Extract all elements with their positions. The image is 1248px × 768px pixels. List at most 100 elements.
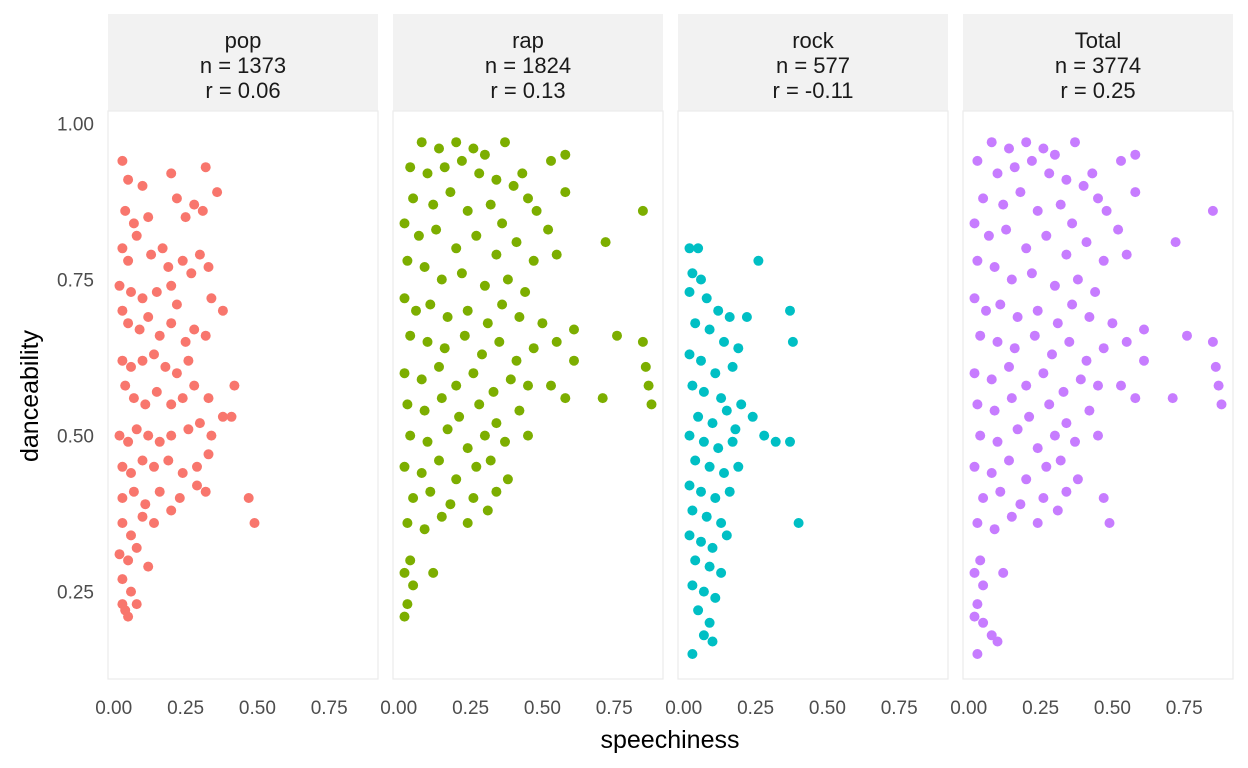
scatter-point xyxy=(1121,336,1132,347)
scatter-point xyxy=(399,461,410,472)
scatter-point xyxy=(1067,218,1078,229)
scatter-point xyxy=(416,374,427,385)
x-axes: 0.00 0.25 0.50 0.75 0.00 0.25 0.50 0.75 0.00 0.25… xyxy=(95,698,1202,719)
scatter-point xyxy=(468,493,479,503)
scatter-point xyxy=(719,468,729,478)
x-tick-label: 0.75 xyxy=(311,698,348,719)
facet-strip xyxy=(678,14,948,111)
scatter-point xyxy=(177,468,188,478)
facet-title: rock xyxy=(792,28,835,53)
scatter-point xyxy=(989,405,1000,416)
scatter-point xyxy=(995,299,1006,310)
scatter-point xyxy=(989,524,1000,535)
scatter-point xyxy=(117,305,128,316)
scatter-point xyxy=(171,368,182,379)
scatter-point xyxy=(684,430,695,441)
scatter-point xyxy=(200,162,211,173)
scatter-point xyxy=(537,318,548,329)
x-tick-label: 0.25 xyxy=(1022,698,1059,719)
scatter-point xyxy=(434,455,444,466)
scatter-point xyxy=(479,430,490,441)
scatter-point xyxy=(137,180,148,191)
scatter-point xyxy=(134,324,145,335)
scatter-point xyxy=(1029,330,1040,341)
facet-n-label: n = 3774 xyxy=(1055,53,1141,78)
scatter-point xyxy=(120,205,131,216)
scatter-point xyxy=(402,599,413,610)
scatter-point xyxy=(560,393,571,404)
scatter-point xyxy=(399,368,410,379)
facet-n-label: n = 1373 xyxy=(200,53,286,78)
scatter-point xyxy=(1061,486,1072,497)
scatter-point xyxy=(696,486,706,497)
scatter-point xyxy=(969,218,980,229)
scatter-point xyxy=(975,555,986,566)
scatter-point xyxy=(459,330,470,341)
scatter-point xyxy=(479,149,490,160)
scatter-point xyxy=(151,287,162,297)
panel-border xyxy=(962,110,1234,680)
scatter-point xyxy=(123,174,134,185)
scatter-point xyxy=(787,336,798,347)
scatter-point xyxy=(707,542,718,553)
scatter-point xyxy=(477,349,487,360)
y-tick-label: 1.00 xyxy=(57,115,94,136)
scatter-point xyxy=(166,280,177,291)
scatter-point xyxy=(969,567,980,578)
scatter-point xyxy=(471,461,482,472)
scatter-point xyxy=(1213,380,1224,391)
scatter-point xyxy=(543,224,554,235)
panel-border xyxy=(677,110,949,680)
scatter-point xyxy=(166,430,177,441)
scatter-point xyxy=(1052,505,1063,516)
x-tick-label: 0.25 xyxy=(167,698,204,719)
scatter-point xyxy=(120,605,131,616)
scatter-point xyxy=(434,361,444,372)
scatter-point xyxy=(163,262,174,272)
scatter-points xyxy=(684,243,804,659)
scatter-point xyxy=(128,486,139,497)
scatter-point xyxy=(166,399,177,410)
scatter-point xyxy=(1070,436,1080,447)
scatter-point xyxy=(249,518,260,528)
scatter-point xyxy=(1049,280,1060,291)
scatter-point xyxy=(1067,299,1078,310)
scatter-point xyxy=(177,393,188,404)
scatter-point xyxy=(716,567,727,578)
scatter-point xyxy=(707,636,718,647)
scatter-point xyxy=(517,168,528,179)
scatter-point xyxy=(1004,455,1014,466)
scatter-point xyxy=(992,336,1003,347)
scatter-point xyxy=(690,318,701,329)
scatter-point xyxy=(114,430,125,441)
scatter-point xyxy=(126,361,136,372)
scatter-point xyxy=(721,530,732,541)
scatter-point xyxy=(1032,305,1043,316)
scatter-point xyxy=(422,436,433,447)
scatter-point xyxy=(128,218,139,229)
scatter-point xyxy=(491,418,502,429)
scatter-point xyxy=(719,336,729,347)
scatter-point xyxy=(416,468,427,478)
scatter-point xyxy=(733,461,744,472)
scatter-point xyxy=(1038,143,1049,154)
scatter-point xyxy=(117,518,128,528)
scatter-point xyxy=(436,511,447,522)
scatter-point xyxy=(704,617,715,628)
scatter-point xyxy=(436,393,447,404)
scatter-point xyxy=(969,611,980,622)
scatter-point xyxy=(637,336,648,347)
scatter-point xyxy=(696,355,706,366)
facet-r-label: r = 0.13 xyxy=(490,78,565,103)
scatter-point xyxy=(1032,205,1043,216)
scatter-point xyxy=(171,193,182,204)
scatter-point xyxy=(206,293,217,304)
scatter-point xyxy=(724,486,735,497)
scatter-point xyxy=(422,168,433,179)
scatter-point xyxy=(1026,268,1037,279)
facet-strip xyxy=(963,14,1233,111)
scatter-point xyxy=(1061,249,1072,260)
scatter-point xyxy=(710,493,721,503)
scatter-point xyxy=(690,455,701,466)
